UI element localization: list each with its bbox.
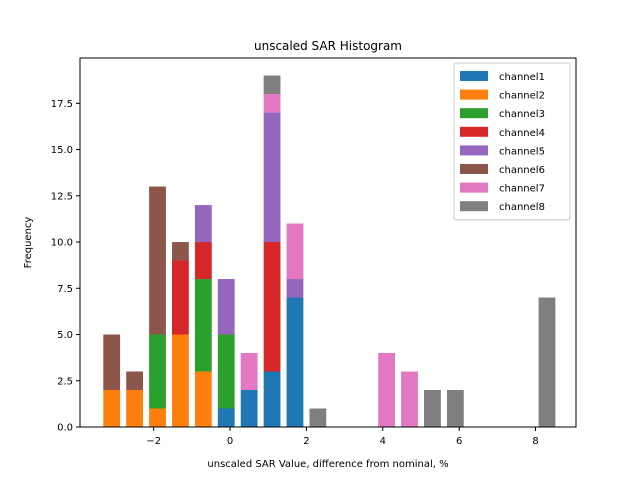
legend-label-channel7: channel7 xyxy=(499,184,545,195)
legend-label-channel4: channel4 xyxy=(499,128,545,139)
legend-box xyxy=(453,62,571,221)
bar-channel6-bin-0 xyxy=(103,334,121,391)
bar-channel6-bin-2 xyxy=(149,186,166,335)
legend-label-channel6: channel6 xyxy=(499,165,545,176)
x-tick-label: 2 xyxy=(303,436,309,447)
legend-label-channel8: channel8 xyxy=(499,202,545,213)
legend-label-channel3: channel3 xyxy=(499,109,545,120)
y-axis-ticks: 0.0 2.5 5.0 7.5 10.0 12.5 15.0 17.5 xyxy=(51,99,80,434)
x-axis-ticks: −2 0 2 4 6 8 xyxy=(146,427,539,447)
bar-channel3-bin-2 xyxy=(149,334,166,409)
bar-channel1-bin-5 xyxy=(217,408,235,427)
bar-channel3-bin-4 xyxy=(194,279,212,372)
bar-channel5-bin-4 xyxy=(194,205,212,243)
bar-channel2-bin-2 xyxy=(149,408,166,427)
bar-channel4-bin-4 xyxy=(194,242,212,280)
bar-channel7-bin-7 xyxy=(263,94,281,113)
bar-channel5-bin-8 xyxy=(286,279,304,298)
x-tick-label: 4 xyxy=(380,436,386,447)
x-tick-label: 0 xyxy=(227,436,233,447)
bar-channel4-bin-3 xyxy=(172,260,189,335)
bar-channel8-bin-7 xyxy=(263,75,281,95)
legend-swatch-channel5 xyxy=(460,145,488,156)
legend-swatch-channel7 xyxy=(460,182,488,193)
bar-channel7-bin-11 xyxy=(401,371,418,427)
bar-channel8-bin-9 xyxy=(309,408,327,427)
y-tick-label: 15.0 xyxy=(51,145,73,156)
bar-channel8-bin-14 xyxy=(538,297,556,427)
bar-channel2-bin-3 xyxy=(172,334,189,427)
bar-channel2-bin-1 xyxy=(126,390,144,427)
bar-channel7-bin-6 xyxy=(240,353,258,391)
bar-channel1-bin-8 xyxy=(286,297,304,427)
bar-channel5-bin-5 xyxy=(217,279,235,335)
legend: channel1 channel2 channel3 channel4 channel5… xyxy=(453,62,571,221)
bar-channel7-bin-8 xyxy=(286,223,304,280)
legend-swatch-channel4 xyxy=(460,126,488,137)
y-tick-label: 17.5 xyxy=(51,99,73,110)
y-tick-label: 0.0 xyxy=(57,423,73,434)
chart-title: unscaled SAR Histogram xyxy=(254,39,402,53)
legend-swatch-channel6 xyxy=(460,164,488,174)
legend-swatch-channel3 xyxy=(460,108,488,119)
bar-channel2-bin-0 xyxy=(103,390,121,427)
legend-label-channel5: channel5 xyxy=(499,146,545,157)
bar-channel6-bin-3 xyxy=(172,242,189,261)
legend-swatch-channel8 xyxy=(460,201,488,212)
bar-channel5-bin-7 xyxy=(263,112,281,243)
legend-swatch-channel2 xyxy=(460,89,488,100)
legend-label-channel1: channel1 xyxy=(499,72,545,83)
bar-channel1-bin-7 xyxy=(263,371,281,427)
bar-channel8-bin-12 xyxy=(424,390,441,427)
legend-swatch-channel1 xyxy=(460,71,488,81)
legend-label-channel2: channel2 xyxy=(499,91,545,102)
x-axis-label: unscaled SAR Value, difference from nomi… xyxy=(207,459,448,470)
bar-channel4-bin-7 xyxy=(263,242,281,372)
bar-channel3-bin-5 xyxy=(217,334,235,409)
bar-channel6-bin-1 xyxy=(126,371,144,391)
y-axis-label: Frequency xyxy=(23,217,34,269)
bars-group xyxy=(103,75,556,427)
x-tick-label: −2 xyxy=(146,436,161,447)
bar-channel2-bin-4 xyxy=(194,371,212,427)
bar-channel8-bin-13 xyxy=(446,390,464,427)
y-tick-label: 12.5 xyxy=(51,191,73,202)
y-tick-label: 7.5 xyxy=(57,284,73,295)
x-tick-label: 8 xyxy=(532,436,538,447)
y-tick-label: 10.0 xyxy=(51,238,73,249)
bar-channel7-bin-10 xyxy=(378,353,396,427)
x-tick-label: 6 xyxy=(456,436,462,447)
y-tick-label: 2.5 xyxy=(57,376,73,387)
bar-channel1-bin-6 xyxy=(240,390,258,427)
y-tick-label: 5.0 xyxy=(57,330,73,341)
